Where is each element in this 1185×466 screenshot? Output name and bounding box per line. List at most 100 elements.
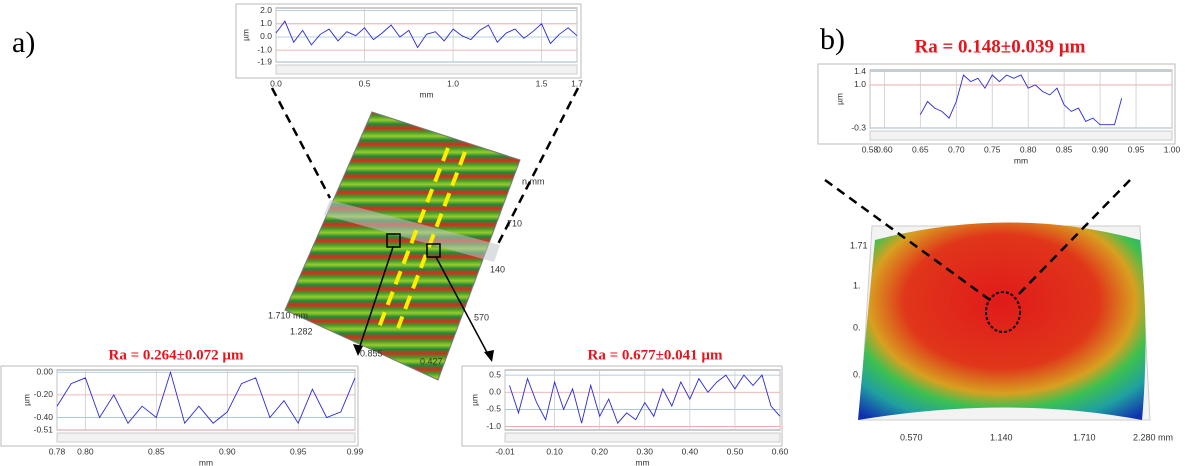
y-tick-label: 1.0 [854, 79, 866, 89]
y-tick-label: 1.0 [260, 18, 272, 28]
y-tick-label: -1.0 [257, 44, 272, 54]
x-tick-label: 0.40 [682, 446, 699, 456]
x-tick-label: 0.60 [876, 144, 893, 154]
axis-label: 1.710 mm [268, 310, 308, 320]
axis-label: 0.427 [420, 356, 443, 366]
axis-label: 140 [490, 264, 505, 274]
profile-line [509, 374, 781, 424]
y-tick-label: -1.0 [486, 421, 501, 431]
plot-area [275, 7, 578, 63]
scrollbar [869, 130, 1173, 141]
x-tick-label: 0.90 [1092, 144, 1109, 154]
axis-label: 1.140 [990, 432, 1013, 442]
x-tick-label: 0.80 [1020, 144, 1037, 154]
x-tick-label: 0.58 [862, 144, 879, 154]
x-tick-label: 0.78 [49, 446, 66, 456]
x-axis-label: mm [199, 457, 213, 466]
axis-label: 2.280 mm [1133, 432, 1173, 442]
arrow-head [484, 350, 494, 362]
arrow-head [353, 344, 363, 356]
y-axis-label: µm [834, 93, 844, 105]
zoom-line [270, 87, 332, 199]
axis-label: n mm [522, 176, 545, 186]
roi-circle [985, 291, 1021, 333]
axis-label: 0. [853, 369, 861, 379]
section-plane [324, 200, 500, 262]
x-tick-label: 1.00 [1164, 144, 1181, 154]
y-tick-label: 0.0 [489, 387, 501, 397]
axis-label: 1.71 [850, 240, 868, 250]
y-axis-label: µm [21, 394, 31, 406]
y-tick-label: 0.00 [36, 367, 53, 377]
x-tick-label: 0.65 [912, 144, 929, 154]
x-tick-label: 1.5 [536, 78, 548, 88]
surface-b: 1.71 1. 0. 0. 0.570 1.140 1.710 2.280 mm [824, 178, 1173, 442]
x-axis-label: mm [419, 89, 433, 99]
y-tick-label: -0.51 [34, 424, 54, 434]
profile-line [56, 370, 356, 425]
surface-a: 1.710 mm 1.282 0.855 0.427 570 140 710 n… [268, 87, 580, 381]
y-tick-label: -0.5 [486, 404, 501, 414]
x-tick-label: 0.0 [270, 78, 282, 88]
axis-label: 0.855 [360, 348, 383, 358]
scrollbar [275, 64, 578, 75]
y-tick-label: -0.20 [34, 389, 54, 399]
x-axis-label: mm [635, 457, 649, 466]
x-tick-label: 0.80 [77, 446, 94, 456]
profile-line [919, 74, 1123, 126]
chart-title: Ra = 0.264±0.072 µm [109, 347, 245, 363]
plot-area [869, 69, 1173, 129]
x-tick-label: 0.30 [636, 446, 653, 456]
y-tick-label: -1.9 [257, 56, 272, 66]
chart-title: Ra = 0.148±0.039 µm [915, 36, 1086, 57]
x-tick-label: 0.90 [219, 446, 236, 456]
surface-map [284, 111, 521, 381]
x-tick-label: 0.75 [984, 144, 1001, 154]
x-tick-label: 0.5 [359, 78, 371, 88]
y-tick-label: 1.4 [854, 66, 866, 76]
y-tick-label: 2.0 [260, 5, 272, 15]
plot-area [56, 369, 356, 431]
x-tick-label: -0.01 [495, 446, 515, 456]
surface-map [858, 222, 1146, 420]
roi-box [426, 243, 441, 258]
x-tick-label: 0.85 [148, 446, 165, 456]
axis-label: 1.282 [290, 326, 313, 336]
zoom-line [824, 178, 991, 302]
axis-label: 0.570 [900, 432, 923, 442]
axis-label: 1. [853, 280, 861, 290]
plot-area [504, 369, 781, 431]
panel-label: a) [12, 26, 35, 59]
x-tick-label: 1.7 [571, 78, 583, 88]
y-tick-label: -0.3 [851, 122, 866, 132]
x-tick-label: 0.95 [1128, 144, 1145, 154]
chart-title: Ra = 0.677±0.041 µm [588, 347, 724, 363]
scrollbar [504, 432, 781, 443]
y-axis-label: µm [469, 394, 479, 406]
x-tick-label: 0.50 [727, 446, 744, 456]
axis-label: 710 [507, 218, 522, 228]
axis-label: 0. [853, 322, 861, 332]
y-tick-label: -0.40 [34, 412, 54, 422]
x-tick-label: 0.85 [1056, 144, 1073, 154]
x-tick-label: 1.0 [447, 78, 459, 88]
scrollbar [56, 432, 356, 443]
arrow [357, 246, 394, 353]
y-tick-label: 0.5 [489, 369, 501, 379]
panel-label: b) [820, 23, 845, 56]
x-tick-label: 0.99 [347, 446, 364, 456]
yellow-marker [396, 151, 467, 329]
x-tick-label: 0.95 [290, 446, 307, 456]
profile-line [275, 20, 578, 49]
axis-label: 1.710 [1073, 432, 1096, 442]
y-tick-label: 0.0 [260, 31, 272, 41]
roi-box [386, 233, 401, 248]
y-axis-label: µm [240, 29, 250, 41]
x-tick-label: 0.20 [591, 446, 608, 456]
zoom-line [1014, 179, 1131, 299]
x-tick-label: 0.70 [948, 144, 965, 154]
yellow-marker [376, 147, 450, 331]
x-tick-label: 0.10 [546, 446, 563, 456]
x-tick-label: 0.60 [772, 446, 789, 456]
